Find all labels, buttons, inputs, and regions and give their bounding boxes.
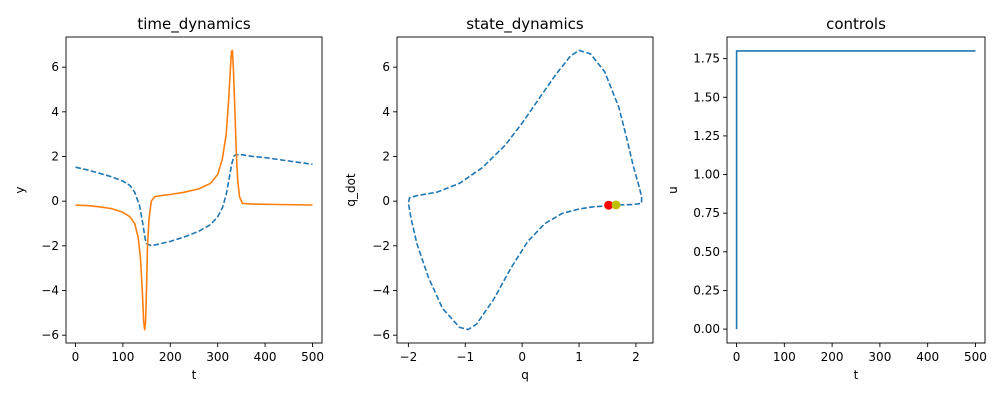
subplot-2: 0 100 200 300 400 500 0.00 0.25 0.50 0.75 1.00 1.25… xyxy=(666,15,987,382)
y-tick-label: 2 xyxy=(51,149,59,163)
axes-frame xyxy=(65,36,323,344)
series-line-0 xyxy=(75,153,313,247)
y-tick-label: 1.50 xyxy=(693,90,720,104)
y-tick-label: 0.75 xyxy=(693,206,720,220)
chart-title: controls xyxy=(826,15,886,33)
axes-frame xyxy=(396,36,654,344)
x-tick-label: −2 xyxy=(400,350,418,364)
chart-title: state_dynamics xyxy=(466,15,584,34)
y-tick-label: −4 xyxy=(372,284,390,298)
x-axis-label: t xyxy=(854,368,859,382)
x-tick-label: 400 xyxy=(254,350,277,364)
x-tick-label: 1 xyxy=(575,350,583,364)
axes-frame xyxy=(726,36,986,344)
y-axis-label: q_dot xyxy=(344,173,358,207)
x-tick-label: 400 xyxy=(916,350,939,364)
series-line-0 xyxy=(407,49,643,331)
x-tick-label: 300 xyxy=(868,350,891,364)
x-axis-label: t xyxy=(192,368,197,382)
y-tick-label: 0 xyxy=(382,194,390,208)
x-tick-label: 100 xyxy=(111,350,134,364)
y-axis-label: y xyxy=(13,186,27,193)
x-axis-label: q xyxy=(521,368,529,382)
y-tick-label: 4 xyxy=(51,105,59,119)
x-tick-label: 0 xyxy=(72,350,80,364)
y-tick-label: 0 xyxy=(51,194,59,208)
y-tick-label: 1.00 xyxy=(693,168,720,182)
y-tick-label: 6 xyxy=(51,60,59,74)
x-tick-label: 0 xyxy=(733,350,741,364)
series-line-0 xyxy=(735,50,976,330)
y-tick-label: 0.25 xyxy=(693,283,720,297)
x-tick-label: 500 xyxy=(964,350,987,364)
x-tick-label: 100 xyxy=(773,350,796,364)
y-tick-label: −4 xyxy=(41,284,59,298)
y-tick-label: 1.25 xyxy=(693,129,720,143)
y-tick-label: 0.50 xyxy=(693,245,720,259)
y-tick-label: −6 xyxy=(41,328,59,342)
marker-point-1 xyxy=(611,200,621,210)
y-tick-label: 1.75 xyxy=(693,52,720,66)
y-tick-label: −6 xyxy=(372,328,390,342)
series-line-1 xyxy=(75,49,313,331)
x-tick-label: 300 xyxy=(206,350,229,364)
y-tick-label: 4 xyxy=(382,105,390,119)
y-tick-label: 0.00 xyxy=(693,322,720,336)
x-tick-label: 200 xyxy=(159,350,182,364)
x-tick-label: −1 xyxy=(456,350,474,364)
x-tick-label: 200 xyxy=(821,350,844,364)
y-tick-label: −2 xyxy=(41,239,59,253)
x-tick-label: 2 xyxy=(632,350,640,364)
x-tick-label: 500 xyxy=(301,350,324,364)
y-axis-label: u xyxy=(666,186,680,194)
subplot-0: 0 100 200 300 400 500 −6 −4 −2 0 2 4 6 time_dynamicst… xyxy=(13,15,324,382)
marker-point-0 xyxy=(604,200,614,210)
y-tick-label: 6 xyxy=(382,60,390,74)
chart-title: time_dynamics xyxy=(137,15,251,34)
y-tick-label: −2 xyxy=(372,239,390,253)
x-tick-label: 0 xyxy=(518,350,526,364)
y-tick-label: 2 xyxy=(382,149,390,163)
